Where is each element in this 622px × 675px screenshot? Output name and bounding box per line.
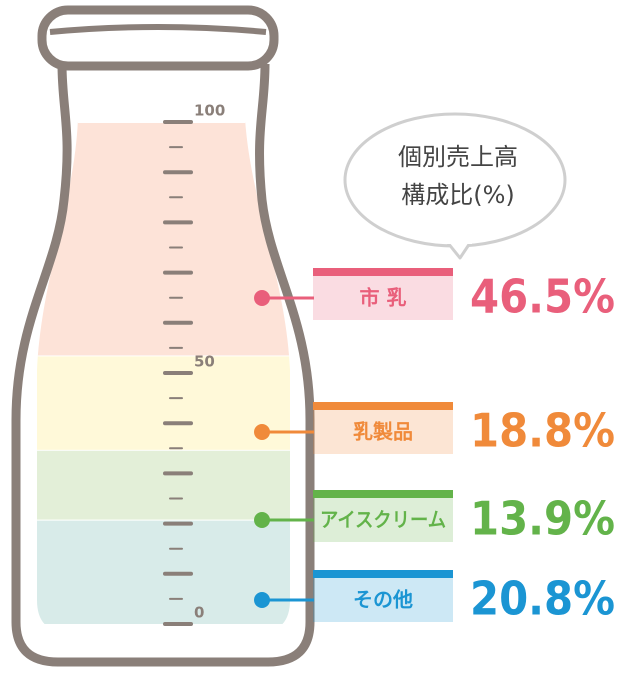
label-stripe bbox=[313, 490, 453, 498]
series-label: 乳製品 bbox=[353, 420, 413, 444]
leader-dot bbox=[254, 512, 270, 528]
series-label: 市 乳 bbox=[360, 286, 407, 310]
tick-label: 100 bbox=[194, 102, 225, 120]
bottle-segment bbox=[20, 520, 310, 624]
title-line: 構成比(%) bbox=[401, 181, 515, 209]
tick-label: 0 bbox=[194, 604, 204, 622]
leader-dot bbox=[254, 290, 270, 306]
label-stripe bbox=[313, 570, 453, 578]
bubble-tail bbox=[448, 243, 470, 258]
tick-label: 50 bbox=[194, 353, 215, 371]
value-label: 20.8% bbox=[470, 572, 615, 626]
chart: 個別売上高 構成比(%) 0 50 100 市 乳 46.5% 乳製品 18.8% アイスクリ… bbox=[0, 0, 622, 671]
series-label: アイスクリーム bbox=[320, 508, 446, 532]
value-label: 18.8% bbox=[470, 404, 615, 458]
bubble-tail-cover bbox=[446, 238, 472, 244]
leader-dot bbox=[254, 424, 270, 440]
bottle-segment bbox=[20, 450, 310, 520]
value-label: 46.5% bbox=[470, 270, 615, 324]
label-stripe bbox=[313, 268, 453, 276]
label-stripe bbox=[313, 402, 453, 410]
series-label: その他 bbox=[353, 588, 413, 612]
title-line: 個別売上高 bbox=[398, 143, 518, 171]
speech-bubble bbox=[345, 114, 565, 246]
bottle-cap bbox=[42, 10, 274, 66]
value-label: 13.9% bbox=[470, 492, 615, 546]
leader-dot bbox=[254, 592, 270, 608]
